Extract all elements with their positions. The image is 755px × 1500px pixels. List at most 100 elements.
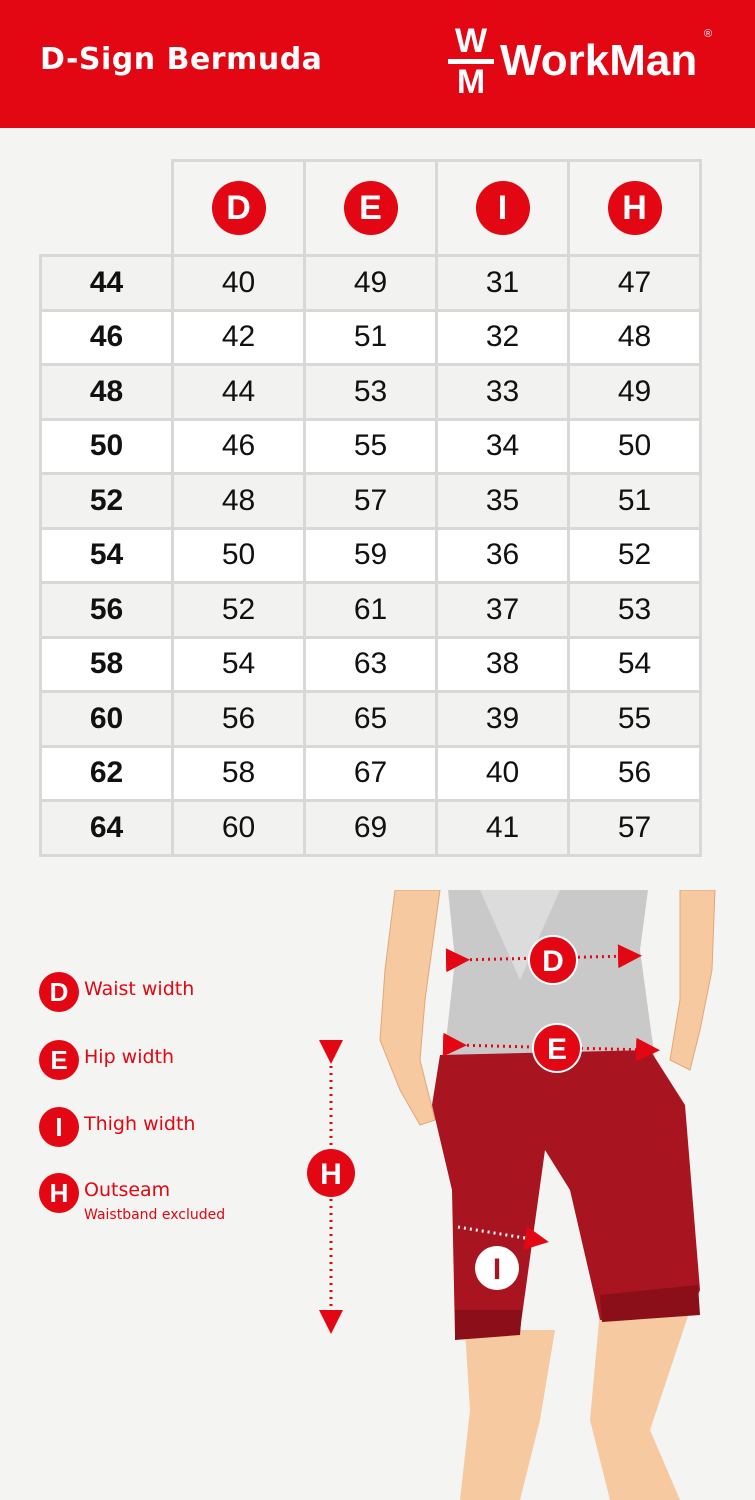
table-row: 64 60 69 41 57: [39, 799, 702, 857]
blank-header: [41, 161, 173, 256]
value-cell-h: 48: [567, 308, 702, 366]
wm-logo-icon: W M: [448, 24, 494, 100]
column-i: I: [435, 159, 570, 257]
registered-mark: ®: [704, 28, 713, 40]
table-row: 56 52 61 37 53: [39, 581, 702, 639]
legend-label: Outseam: [84, 1179, 171, 1201]
value-cell-d: 46: [171, 417, 306, 475]
value-cell-i: 41: [435, 799, 570, 857]
value-cell-e: 61: [303, 581, 438, 639]
value-cell-e: 53: [303, 363, 438, 421]
value-cell-e: 57: [303, 472, 438, 530]
value-cell-i: 31: [435, 254, 570, 312]
size-cell: 58: [39, 635, 174, 693]
size-cell: 50: [39, 417, 174, 475]
value-cell-d: 56: [171, 690, 306, 748]
figure-illustration: D E H I: [307, 890, 716, 1500]
value-cell-d: 52: [171, 581, 306, 639]
size-cell: 44: [39, 254, 174, 312]
badge-i-icon: I: [475, 181, 530, 235]
value-cell-i: 40: [435, 744, 570, 802]
badge-h-icon: H: [607, 181, 662, 235]
marker-d-icon: D: [528, 935, 578, 985]
marker-i-icon: I: [475, 1246, 519, 1290]
badge-e-icon: E: [343, 181, 398, 235]
value-cell-e: 55: [303, 417, 438, 475]
table-header: D E I H: [41, 159, 702, 257]
badge-h-icon: H: [39, 1173, 79, 1213]
size-cell: 60: [39, 690, 174, 748]
value-cell-h: 56: [567, 744, 702, 802]
badge-i-icon: I: [39, 1107, 79, 1147]
value-cell-e: 67: [303, 744, 438, 802]
badge-d-icon: D: [211, 181, 266, 235]
value-cell-d: 40: [171, 254, 306, 312]
value-cell-e: 51: [303, 308, 438, 366]
column-d: D: [171, 159, 306, 257]
table-row: 50 46 55 34 50: [39, 417, 702, 475]
value-cell-d: 48: [171, 472, 306, 530]
table-row: 60 56 65 39 55: [39, 690, 702, 748]
table-row: 46 42 51 32 48: [39, 308, 702, 366]
product-title: D-Sign Bermuda: [40, 42, 323, 77]
legend-label: Hip width: [84, 1046, 175, 1068]
right-arm: [669, 890, 716, 1071]
value-cell-h: 55: [567, 690, 702, 748]
value-cell-i: 32: [435, 308, 570, 366]
svg-text:I: I: [493, 1253, 501, 1286]
left-arm: [379, 890, 441, 1126]
workman-logo: W M WorkMan ®: [448, 24, 728, 104]
table-row: 54 50 59 36 52: [39, 526, 702, 584]
left-leg: [460, 1330, 555, 1500]
value-cell-i: 36: [435, 526, 570, 584]
svg-text:E: E: [547, 1033, 567, 1066]
value-cell-e: 63: [303, 635, 438, 693]
header: D-Sign Bermuda W M WorkMan ®: [0, 0, 755, 128]
column-e: E: [303, 159, 438, 257]
marker-h-icon: H: [307, 1149, 355, 1197]
value-cell-h: 49: [567, 363, 702, 421]
legend-label: Thigh width: [84, 1113, 196, 1135]
size-cell: 46: [39, 308, 174, 366]
value-cell-e: 59: [303, 526, 438, 584]
value-cell-h: 52: [567, 526, 702, 584]
value-cell-h: 54: [567, 635, 702, 693]
value-cell-e: 69: [303, 799, 438, 857]
svg-text:D: D: [542, 945, 564, 978]
value-cell-h: 57: [567, 799, 702, 857]
table-row: 58 54 63 38 54: [39, 635, 702, 693]
value-cell-h: 50: [567, 417, 702, 475]
size-cell: 52: [39, 472, 174, 530]
svg-text:H: H: [320, 1158, 342, 1191]
size-table: D E I H 44 40 49 31 47 46 42 51 32 48 48 44 53 33 49 50…: [39, 159, 702, 857]
table-row: 48 44 53 33 49: [39, 363, 702, 421]
value-cell-i: 38: [435, 635, 570, 693]
value-cell-d: 50: [171, 526, 306, 584]
table-row: 62 58 67 40 56: [39, 744, 702, 802]
value-cell-d: 58: [171, 744, 306, 802]
value-cell-d: 44: [171, 363, 306, 421]
value-cell-h: 51: [567, 472, 702, 530]
size-cell: 54: [39, 526, 174, 584]
brand-name: WorkMan: [500, 36, 698, 85]
value-cell-i: 37: [435, 581, 570, 639]
value-cell-e: 65: [303, 690, 438, 748]
badge-d-icon: D: [39, 972, 79, 1012]
right-leg: [590, 1310, 690, 1500]
size-cell: 56: [39, 581, 174, 639]
value-cell-d: 42: [171, 308, 306, 366]
value-cell-d: 54: [171, 635, 306, 693]
value-cell-h: 53: [567, 581, 702, 639]
value-cell-e: 49: [303, 254, 438, 312]
size-cell: 62: [39, 744, 174, 802]
value-cell-h: 47: [567, 254, 702, 312]
legend-label: Waist width: [84, 978, 195, 1000]
table-row: 52 48 57 35 51: [39, 472, 702, 530]
value-cell-d: 60: [171, 799, 306, 857]
value-cell-i: 34: [435, 417, 570, 475]
size-cell: 64: [39, 799, 174, 857]
value-cell-i: 39: [435, 690, 570, 748]
value-cell-i: 33: [435, 363, 570, 421]
marker-e-icon: E: [532, 1023, 582, 1073]
value-cell-i: 35: [435, 472, 570, 530]
